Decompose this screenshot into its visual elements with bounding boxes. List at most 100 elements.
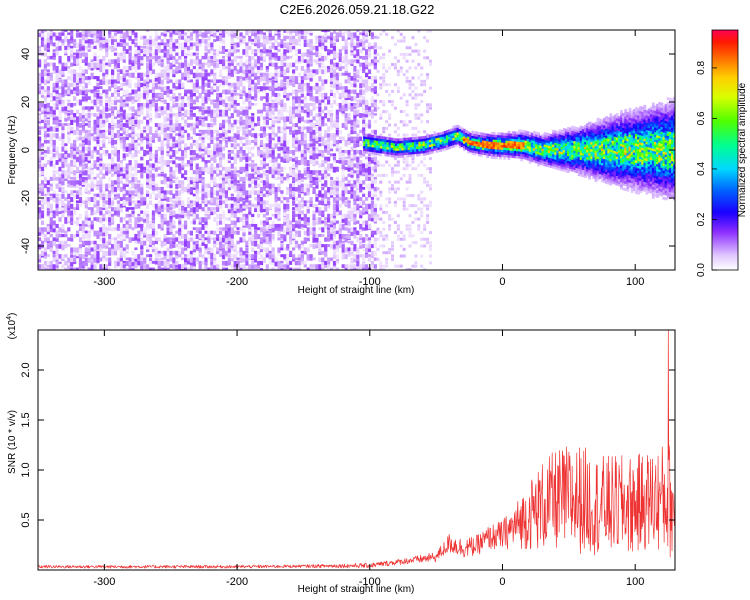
spectrogram-cell [99, 96, 103, 100]
spectrogram-cell [178, 55, 182, 60]
spectrogram-cell [251, 123, 255, 129]
spectrogram-cell [224, 30, 229, 35]
spectrogram-cell [292, 82, 296, 87]
spectrogram-cell [81, 166, 85, 172]
spectrogram-cell [324, 264, 328, 268]
spectrogram-cell [61, 227, 65, 233]
spectrogram-cell [67, 170, 71, 175]
spectrogram-cell [300, 133, 304, 138]
spectrogram-cell [181, 160, 185, 166]
spectrogram-cell [233, 30, 237, 34]
spectrogram-cell [67, 220, 71, 224]
spectrogram-cell [292, 186, 296, 191]
spectrogram-cell [81, 113, 85, 119]
spectrogram-cell [332, 244, 337, 249]
spectrogram-cell [119, 32, 123, 37]
spectrogram-cell [110, 150, 115, 156]
spectrogram-cell [327, 66, 331, 70]
spectrogram-cell [233, 96, 237, 101]
spectrogram-cell [99, 133, 103, 139]
spectrogram-cell [58, 244, 62, 249]
spectrogram-cell [274, 96, 278, 102]
spectrogram-cell [73, 102, 77, 107]
spectrogram-cell [172, 237, 176, 242]
spectrogram-cell [254, 254, 258, 260]
spectrogram-cell [169, 257, 173, 262]
spectrogram-cell [73, 89, 77, 95]
spectrogram-cell [309, 146, 313, 150]
spectrogram-cell [324, 166, 328, 170]
spectrogram-cell [108, 190, 112, 194]
spectrogram-cell [189, 89, 194, 95]
spectrogram-cell [280, 109, 284, 114]
spectrogram-cell [286, 203, 290, 210]
spectrogram-cell [99, 39, 103, 43]
spectrogram-cell [134, 49, 138, 55]
spectrogram-cell [157, 166, 161, 170]
spectrogram-cell [294, 113, 299, 117]
spectrogram-cell [78, 66, 83, 72]
spectrogram-cell [38, 76, 42, 81]
spectrogram-cell [254, 72, 258, 77]
spectrogram-cell [140, 183, 144, 188]
spectrogram-cell [99, 123, 103, 129]
spectrogram-cell [64, 170, 68, 175]
spectrogram-cell [286, 257, 290, 263]
spectrogram-cell [268, 237, 272, 242]
spectrogram-cell [327, 186, 331, 193]
spectrogram-cell [341, 45, 345, 51]
spectrogram-cell [245, 254, 249, 258]
spectrogram-cell [75, 190, 80, 195]
spectrogram-cell [268, 49, 272, 53]
spectrogram-cell [140, 247, 144, 251]
spectrogram-cell [116, 183, 121, 188]
spectrogram-cell [105, 102, 109, 107]
spectrogram-cell [207, 72, 211, 77]
spectrogram-cell [210, 129, 214, 135]
spectrogram-cell [55, 32, 59, 36]
spectrogram-cell [224, 176, 229, 182]
spectrogram-cell [256, 234, 261, 240]
spectrogram-cell [207, 109, 211, 114]
spectrogram-cell [344, 55, 348, 62]
spectrogram-cell [227, 183, 231, 188]
spectrogram-cell [303, 203, 307, 207]
spectrogram-cell [84, 133, 88, 139]
spectrogram-cell [84, 55, 88, 61]
spectrogram-cell [151, 55, 156, 60]
spectrogram-cell [268, 139, 272, 144]
spectrogram-cell [154, 35, 158, 42]
spectrogram-cell [254, 49, 258, 52]
spectrogram-cell [125, 32, 129, 38]
spectrogram-cell [172, 173, 176, 179]
spectrogram-cell [242, 72, 246, 78]
spectrogram-cell [332, 69, 337, 75]
spectrogram-cell [233, 89, 237, 93]
spectrogram-cell [221, 180, 226, 185]
spectrogram-cell [315, 96, 319, 102]
spectrogram-cell [175, 30, 179, 34]
spectrogram-cell [186, 210, 191, 216]
spectrogram-cell [40, 126, 45, 130]
spectrogram-cell [183, 260, 188, 265]
spectrogram-cell [204, 32, 208, 38]
spectrogram-cell [251, 153, 255, 158]
spectrogram-cell [280, 139, 284, 143]
spectrogram-cell [146, 163, 150, 169]
spectrogram-cell [78, 116, 83, 122]
spectrogram-cell [157, 45, 161, 50]
spectrogram-cell [347, 197, 351, 200]
spectrogram-cell [198, 197, 202, 200]
spectrogram-cell [341, 160, 345, 166]
spectrogram-cell [242, 183, 246, 188]
spectrogram-cell [108, 32, 112, 38]
spectrogram-cell [265, 193, 269, 198]
spectrogram-cell [318, 143, 322, 147]
spectrogram-cell [49, 129, 53, 135]
spectrogram-cell [265, 220, 269, 226]
spectrogram-cell [239, 217, 243, 222]
spectrogram-cell [140, 72, 144, 79]
spectrogram-cell [248, 163, 252, 167]
spectrogram-cell [318, 257, 322, 262]
spectrogram-cell [96, 133, 100, 137]
